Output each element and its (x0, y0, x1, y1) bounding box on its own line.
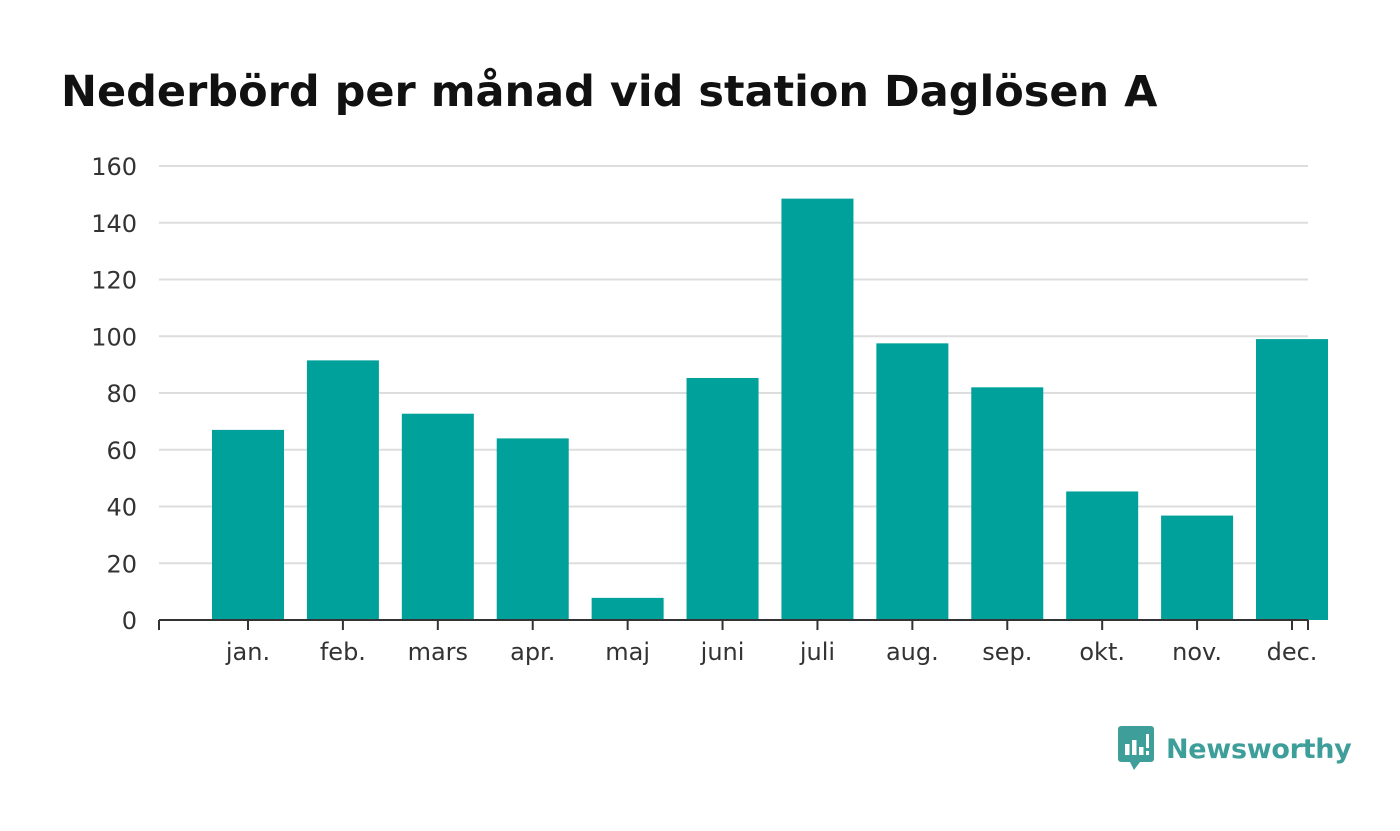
x-tick-label: sep. (982, 638, 1032, 666)
x-tick-label: jan. (225, 638, 270, 666)
bar (876, 343, 949, 620)
bar (212, 429, 284, 620)
y-tick-label: 40 (106, 494, 137, 522)
bar (401, 413, 474, 620)
y-axis-tick-labels: 0 20 40 60 80 100 120 140 160 (91, 153, 137, 635)
y-tick-label: 80 (106, 380, 137, 408)
bar (781, 198, 854, 620)
bar (686, 377, 759, 620)
x-tick-label: juli (799, 638, 835, 666)
bar (496, 438, 569, 620)
x-tick-label: okt. (1079, 638, 1125, 666)
y-tick-label: 60 (106, 437, 137, 465)
x-tick-label: maj (605, 638, 650, 666)
bar (1066, 491, 1139, 620)
newsworthy-logo: Newsworthy (1118, 726, 1352, 772)
x-tick-label: mars (408, 638, 468, 666)
chart-title: Nederbörd per månad vid station Daglösen… (61, 67, 1158, 117)
x-tick-label: feb. (320, 638, 366, 666)
bar (1161, 515, 1234, 620)
x-axis-tick-labels: jan. feb. mars apr. maj juni juli aug. sep. okt. n… (225, 638, 1318, 666)
x-tick-label: aug. (886, 638, 939, 666)
bars (212, 198, 1328, 620)
bar (306, 360, 379, 620)
x-tick-label: dec. (1267, 638, 1318, 666)
newsworthy-logo-icon (1118, 726, 1154, 770)
y-tick-label: 100 (91, 323, 137, 351)
x-tick-label: nov. (1172, 638, 1222, 666)
y-tick-label: 20 (106, 550, 137, 578)
bar (591, 597, 664, 620)
x-tick-label: juni (700, 638, 745, 666)
y-tick-label: 140 (91, 210, 137, 238)
bar (1256, 339, 1328, 620)
y-tick-label: 0 (122, 607, 137, 635)
y-tick-label: 120 (91, 267, 137, 295)
brand-name: Newsworthy (1166, 733, 1352, 765)
x-axis (158, 619, 1309, 630)
x-tick-label: apr. (510, 638, 555, 666)
bar (971, 387, 1044, 620)
y-tick-label: 160 (91, 153, 137, 181)
